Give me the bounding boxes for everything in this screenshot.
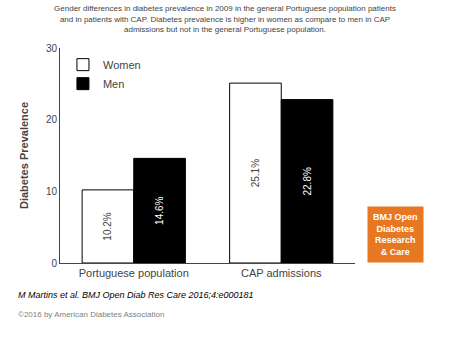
svg-text:Portuguese population: Portuguese population [79, 267, 189, 279]
svg-text:30: 30 [46, 43, 58, 54]
svg-text:Women: Women [103, 59, 141, 71]
svg-text:Men: Men [103, 78, 124, 90]
svg-text:10.2%: 10.2% [102, 212, 113, 240]
svg-text:25.1%: 25.1% [250, 159, 261, 187]
svg-text:M Martins et al. BMJ Open Diab: M Martins et al. BMJ Open Diab Res Care … [18, 290, 254, 300]
svg-text:22.8%: 22.8% [302, 167, 313, 195]
svg-text:20: 20 [46, 114, 58, 125]
svg-text:BMJ OpenDiabetesResearch& Care: BMJ OpenDiabetesResearch& Care [373, 212, 418, 257]
svg-text:©2016 by American Diabetes Ass: ©2016 by American Diabetes Association [18, 310, 164, 319]
svg-text:0: 0 [51, 258, 57, 269]
svg-text:10: 10 [46, 186, 58, 197]
svg-text:CAP admissions: CAP admissions [241, 267, 322, 279]
svg-text:Gender differences in diabetes: Gender differences in diabetes prevalenc… [54, 4, 396, 34]
svg-text:Diabetes Prevalence: Diabetes Prevalence [18, 102, 30, 209]
svg-text:14.6%: 14.6% [154, 196, 165, 224]
